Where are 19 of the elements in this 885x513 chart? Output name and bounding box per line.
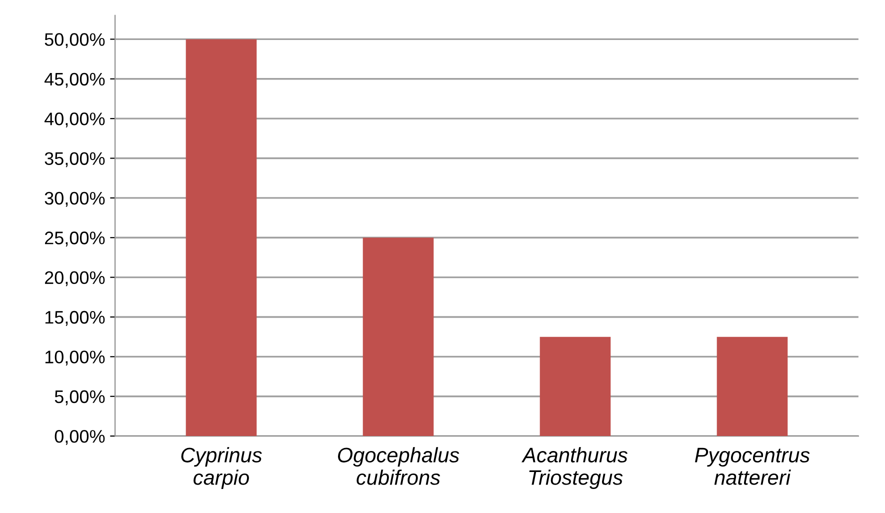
y-tick-label: 15,00% bbox=[45, 310, 105, 326]
y-tick-label: 25,00% bbox=[45, 232, 105, 246]
y-tick-label: 50,00% bbox=[44, 33, 105, 48]
y-tick-label: 5,00% bbox=[54, 390, 105, 406]
bar bbox=[362, 238, 434, 436]
x-tick-label: Ogocephalus cubifrons bbox=[338, 447, 460, 485]
y-tick-label: 10,00% bbox=[45, 350, 105, 366]
y-tick-label: 30,00% bbox=[44, 192, 105, 207]
x-tick-label: Cyprinus carpio bbox=[181, 447, 262, 490]
bar bbox=[540, 336, 611, 436]
y-tick-label: 40,00% bbox=[44, 112, 105, 128]
bar bbox=[716, 336, 788, 436]
y-tick-label: 45,00% bbox=[44, 72, 105, 88]
y-tick-label: 20,00% bbox=[45, 271, 105, 286]
y-tick-label: 35,00% bbox=[44, 152, 105, 168]
x-tick-label: Acanthurus Triostegus bbox=[522, 447, 628, 490]
x-tick-label: Pygocentrus nattereri bbox=[694, 448, 810, 485]
bar bbox=[186, 39, 257, 436]
y-tick-label: 0,00% bbox=[54, 430, 105, 445]
